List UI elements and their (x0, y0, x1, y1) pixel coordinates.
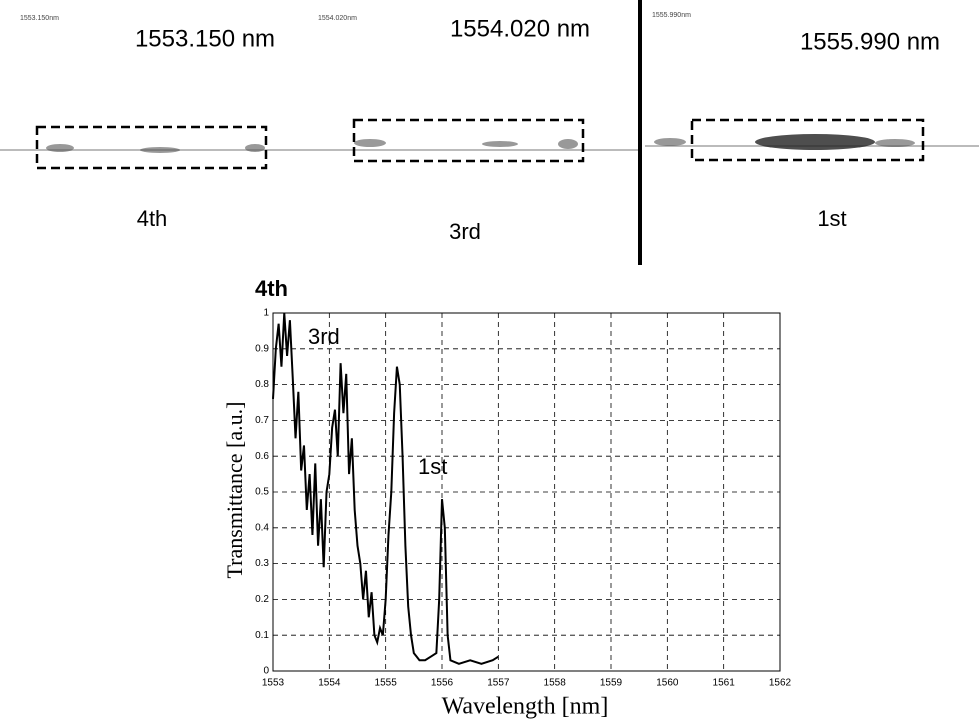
wavelength-label: 1553.150 nm (135, 25, 275, 52)
speckle (140, 147, 180, 153)
x-tick-label: 1554 (318, 678, 341, 689)
annotation: 1st (418, 454, 447, 479)
y-tick-label: 1 (263, 308, 269, 319)
dashed-box (352, 118, 585, 163)
speckle (654, 138, 686, 146)
speckle (482, 141, 518, 147)
y-axis-label: Transmittance [a.u.] (222, 402, 247, 579)
wavelength-label: 1554.020 nm (450, 15, 590, 42)
y-tick-label: 0.1 (255, 630, 269, 641)
y-tick-label: 0.2 (255, 594, 269, 605)
annotation: 3rd (308, 324, 340, 349)
y-tick-label: 0.3 (255, 558, 269, 569)
y-tick-label: 0.7 (255, 415, 269, 426)
y-tick-label: 0.9 (255, 343, 269, 354)
speckle (46, 144, 74, 152)
annotation: 4th (255, 276, 288, 301)
speckle (558, 139, 578, 149)
data-line (272, 312, 499, 665)
order-label: 1st (817, 206, 846, 231)
order-label: 3rd (449, 219, 481, 244)
y-tick-label: 0.5 (255, 487, 269, 498)
x-tick-label: 1558 (544, 678, 567, 689)
y-tick-label: 0 (263, 666, 269, 677)
x-tick-label: 1560 (656, 678, 679, 689)
x-tick-label: 1557 (487, 678, 510, 689)
image-panels: 1553.150nm 1553.150 nm 4th 1554.020nm 15… (0, 0, 979, 265)
x-tick-label: 1561 (713, 678, 736, 689)
order-label: 4th (137, 206, 168, 231)
speckle (245, 144, 265, 152)
x-tick-label: 1553 (262, 678, 285, 689)
dashed-box (35, 125, 268, 170)
dashed-box (690, 118, 925, 162)
x-axis-label: Wavelength [nm] (442, 694, 609, 720)
y-tick-label: 0.4 (255, 522, 269, 533)
speckle (755, 134, 875, 150)
speckle (875, 139, 915, 147)
scale-label: 1554.020nm (318, 15, 357, 22)
x-tick-label: 1559 (600, 678, 623, 689)
wavelength-label: 1555.990 nm (800, 28, 940, 55)
scale-label: 1555.990nm (652, 12, 691, 19)
x-tick-label: 1556 (431, 678, 454, 689)
y-tick-label: 0.8 (255, 379, 269, 390)
scale-label: 1553.150nm (20, 15, 59, 22)
speckle (354, 139, 386, 147)
x-tick-label: 1562 (769, 678, 792, 689)
y-tick-label: 0.6 (255, 451, 269, 462)
x-tick-label: 1555 (375, 678, 398, 689)
